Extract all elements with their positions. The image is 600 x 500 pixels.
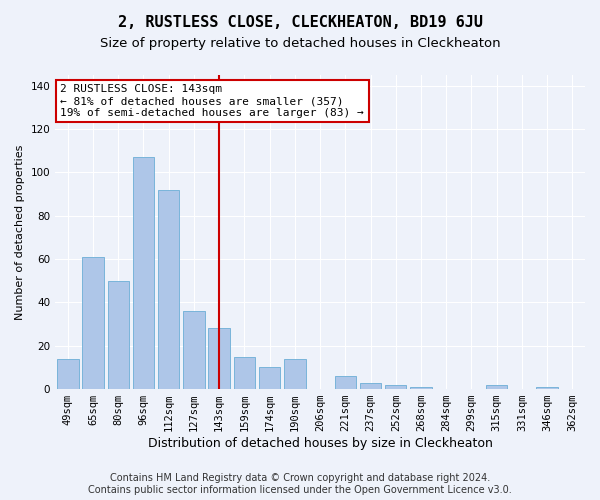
Bar [183,311,205,389]
Bar [536,387,558,389]
Bar [158,190,179,389]
Bar [410,387,432,389]
Bar [259,368,280,389]
Text: 2 RUSTLESS CLOSE: 143sqm
← 81% of detached houses are smaller (357)
19% of semi-: 2 RUSTLESS CLOSE: 143sqm ← 81% of detach… [61,84,364,117]
Text: Size of property relative to detached houses in Cleckheaton: Size of property relative to detached ho… [100,38,500,51]
X-axis label: Distribution of detached houses by size in Cleckheaton: Distribution of detached houses by size … [148,437,493,450]
Bar [57,359,79,389]
Bar [82,257,104,389]
Text: Contains HM Land Registry data © Crown copyright and database right 2024.
Contai: Contains HM Land Registry data © Crown c… [88,474,512,495]
Bar [284,359,305,389]
Text: 2, RUSTLESS CLOSE, CLECKHEATON, BD19 6JU: 2, RUSTLESS CLOSE, CLECKHEATON, BD19 6JU [118,15,482,30]
Bar [107,281,129,389]
Bar [335,376,356,389]
Bar [233,356,255,389]
Bar [385,385,406,389]
Y-axis label: Number of detached properties: Number of detached properties [15,144,25,320]
Bar [486,385,508,389]
Bar [133,158,154,389]
Bar [360,382,381,389]
Bar [208,328,230,389]
